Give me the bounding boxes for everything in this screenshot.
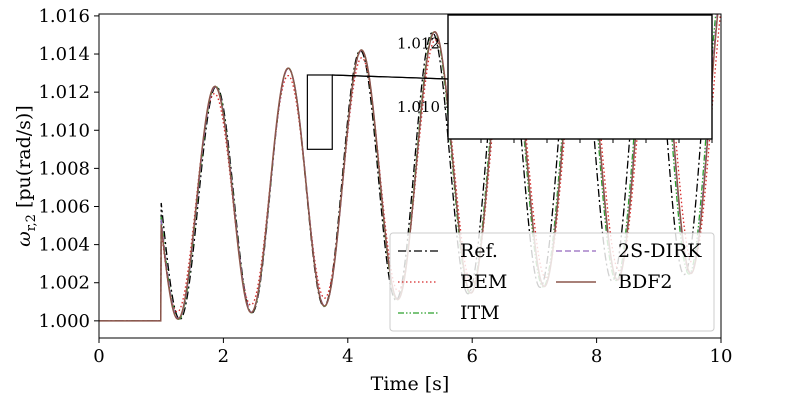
inset-frame [447,14,713,140]
inset-y-tick-label: 1.012 [397,35,440,53]
zoom-connector-line [332,74,449,80]
legend-label: BEM [460,271,507,293]
legend-label: 2S-DIRK [618,240,702,262]
y-tick-label: 1.014 [38,44,90,65]
x-tick-label: 2 [218,346,229,367]
y-tick-label: 1.004 [38,235,90,256]
y-tick-label: 1.012 [38,82,90,103]
x-tick-label: 0 [93,346,104,367]
legend-label: BDF2 [618,271,672,293]
y-tick-label: 1.008 [38,158,90,179]
y-axis-label: ωr,2 [pu(rad/s)] [13,105,39,247]
x-tick-label: 10 [710,346,733,367]
x-axis-label: Time [s] [371,373,450,395]
y-tick-label: 1.016 [38,6,90,27]
y-axis-ticks: 1.000 1.002 1.004 1.006 1.008 1.010 1.012 1.014… [38,6,99,332]
x-axis-ticks: 0 2 4 6 8 10 [93,338,732,367]
inset-y-ticks: 1.010 1.012 [397,35,448,116]
inset-background [448,15,712,139]
x-tick-label: 4 [342,346,353,367]
legend-box [389,232,715,332]
legend-label: Ref. [460,240,498,262]
series-ref--line [99,14,712,322]
y-tick-label: 1.000 [38,311,90,332]
y-tick-label: 1.002 [38,273,90,294]
y-tick-label: 1.010 [38,120,90,141]
y-tick-label: 1.006 [38,196,90,217]
zoom-region-box [306,74,333,150]
x-tick-label: 8 [591,346,602,367]
plot-frame [98,13,722,339]
x-tick-label: 6 [466,346,477,367]
inset-y-tick-label: 1.010 [397,98,440,116]
legend-label: ITM [460,302,500,324]
legend: Ref. BEM ITM 2S-DIRK BDF2 [389,232,715,332]
